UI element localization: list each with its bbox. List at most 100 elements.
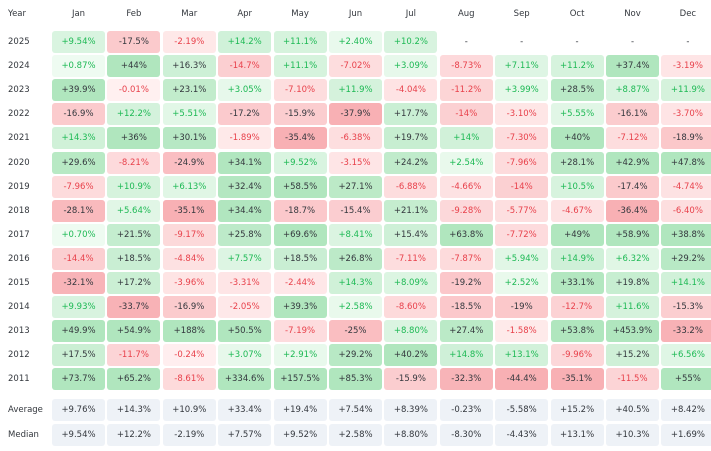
heatmap-cell: -8.73%: [439, 55, 493, 78]
summary-cell: +9.54%: [52, 424, 105, 446]
heatmap-cell: -32.3%: [439, 368, 493, 391]
heatmap-cell: +3.05%: [218, 79, 272, 102]
year-label: 2019: [8, 181, 30, 192]
heatmap-cell: +18.5%: [273, 247, 327, 270]
heatmap-cell: +14.3%: [52, 127, 105, 150]
heatmap-cell: +7.11%: [495, 55, 549, 78]
heatmap-cell: -15.9%: [273, 103, 327, 126]
heatmap-cell: +27.1%: [329, 175, 382, 198]
summary-cell: +19.4%: [273, 399, 327, 421]
summary-cell: -8.30%: [439, 424, 493, 446]
heatmap-cell: +0.70%: [52, 223, 105, 246]
heatmap-cell: +29.2%: [329, 344, 382, 367]
heatmap-cell: -14.7%: [218, 55, 272, 78]
heatmap-cell: +69.6%: [273, 223, 327, 246]
heatmap-cell: -: [575, 37, 579, 47]
year-label: 2023: [8, 85, 30, 96]
heatmap-cell: -3.96%: [162, 272, 216, 294]
column-header-dec: Dec: [679, 9, 697, 19]
summary-cell: -0.23%: [439, 399, 493, 421]
heatmap-cell: -3.70%: [661, 103, 711, 126]
heatmap-cell: +23.1%: [162, 79, 216, 102]
heatmap-cell: +334.6%: [218, 368, 272, 391]
heatmap-cell: -15.3%: [661, 296, 711, 319]
summary-cell: +33.4%: [218, 399, 272, 421]
column-header-jun: Jun: [348, 9, 363, 19]
summary-cell: +2.58%: [329, 424, 382, 446]
heatmap-cell: -8.60%: [384, 296, 438, 319]
heatmap-cell: -7.96%: [52, 175, 105, 198]
heatmap-cell: +17.5%: [52, 344, 105, 367]
heatmap-cell: +30.1%: [162, 127, 216, 150]
heatmap-cell: -32.1%: [52, 272, 105, 294]
heatmap-cell: -18.5%: [439, 296, 493, 319]
heatmap-cell: +14%: [439, 127, 493, 150]
heatmap-cell: -28.1%: [52, 199, 105, 222]
summary-cell: +9.76%: [52, 399, 105, 421]
heatmap-cell: -2.05%: [218, 296, 272, 319]
heatmap-cell: -17.4%: [606, 175, 659, 198]
heatmap-cell: -36.4%: [606, 199, 659, 222]
heatmap-cell: -: [630, 37, 635, 47]
heatmap-cell: +17.7%: [384, 103, 438, 126]
summary-cell: +12.2%: [107, 424, 161, 446]
year-label: 2014: [8, 302, 30, 313]
heatmap-cell: +6.56%: [661, 344, 711, 367]
heatmap-cell: +14.2%: [218, 31, 272, 53]
heatmap-cell: +14.3%: [329, 272, 382, 294]
heatmap-cell: -6.40%: [661, 199, 711, 222]
heatmap-cell: -44.4%: [495, 368, 549, 391]
summary-cell: +10.9%: [162, 399, 216, 421]
heatmap-cell: -14.4%: [52, 247, 105, 270]
summary-cell: +40.5%: [606, 399, 659, 421]
heatmap-cell: -11.5%: [606, 368, 659, 391]
summary-label: Average: [8, 405, 43, 415]
heatmap-cell: +16.3%: [162, 55, 216, 78]
heatmap-cell: +15.4%: [384, 223, 438, 246]
heatmap-cell: +5.64%: [107, 199, 161, 222]
heatmap-cell: -7.02%: [329, 55, 382, 78]
heatmap-cell: -: [686, 37, 690, 47]
heatmap-cell: +26.8%: [329, 247, 382, 270]
heatmap-cell: -4.66%: [439, 175, 493, 198]
row-header-label: Year: [8, 9, 26, 19]
heatmap-cell: +11.6%: [606, 296, 659, 319]
heatmap-cell: -0.01%: [107, 79, 161, 102]
heatmap-cell: -3.10%: [495, 103, 549, 126]
heatmap-cell: +9.52%: [273, 151, 327, 174]
heatmap-cell: +54.9%: [107, 320, 161, 343]
heatmap-cell: -19.2%: [439, 272, 493, 294]
heatmap-cell: +34.4%: [218, 199, 272, 222]
heatmap-cell: +7.57%: [218, 247, 272, 270]
year-label: 2013: [8, 326, 30, 337]
heatmap-cell: +11.1%: [273, 31, 327, 53]
heatmap-cell: +28.1%: [550, 151, 604, 174]
heatmap-cell: +11.1%: [273, 55, 327, 78]
heatmap-cell: +6.13%: [162, 175, 216, 198]
heatmap-cell: -19%: [495, 296, 549, 319]
heatmap-cell: +36%: [107, 127, 161, 150]
heatmap-cell: +15.2%: [606, 344, 659, 367]
heatmap-cell: -16.1%: [606, 103, 659, 126]
year-label: 2024: [8, 61, 30, 72]
heatmap-cell: -11.7%: [107, 344, 161, 367]
year-label: 2025: [8, 37, 30, 47]
summary-cell: +7.54%: [329, 399, 382, 421]
heatmap-cell: -: [464, 37, 468, 47]
heatmap-cell: -6.38%: [329, 127, 382, 150]
heatmap-cell: -11.2%: [439, 79, 493, 102]
heatmap-cell: -9.28%: [439, 199, 493, 222]
heatmap-cell: +8.80%: [384, 320, 438, 343]
heatmap-cell: -37.9%: [329, 103, 382, 126]
heatmap-cell: -8.21%: [107, 151, 161, 174]
heatmap-cell: +14.8%: [439, 344, 493, 367]
heatmap-cell: +44%: [107, 55, 161, 78]
heatmap-cell: -14%: [495, 175, 549, 198]
year-label: 2022: [8, 109, 30, 120]
heatmap-cell: -2.44%: [273, 272, 327, 294]
heatmap-cell: +58.5%: [273, 175, 327, 198]
heatmap-cell: -1.89%: [218, 127, 272, 150]
heatmap-cell: +10.5%: [550, 175, 604, 198]
heatmap-cell: +24.2%: [384, 151, 438, 174]
year-label: 2015: [8, 278, 30, 288]
